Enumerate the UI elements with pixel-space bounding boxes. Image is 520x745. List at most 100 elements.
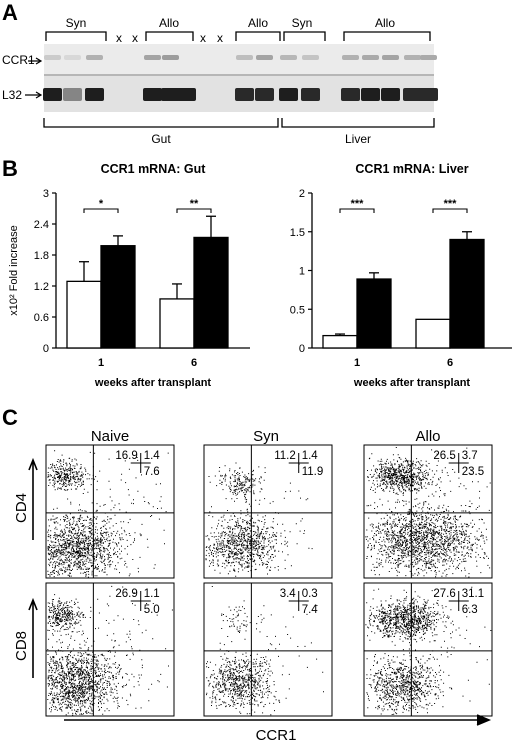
ccr1-band [280,55,297,60]
quadrant-value-lower-right: 7.6 [144,466,160,478]
flow-plot: 16.9 1.4 7.6 [45,444,175,579]
ccr1-band [236,55,253,60]
panel-label-a: A [2,0,18,25]
y-tick-label: 0 [43,343,49,355]
l32-band [381,88,400,101]
quadrant-value-upper-left: 26.9 [115,588,137,600]
significance-label: *** [444,198,458,210]
row-label-l32: L32 [2,88,22,102]
bar [159,298,195,349]
ccr1-band [362,55,379,60]
ccr1-band [256,55,273,60]
tissue-label-gut: Gut [151,132,171,146]
flow-dots [206,586,324,716]
bar-chart-liver: CCR1 mRNA: Liver 0 0.5 1 1.5 2 1 *** 6 *** weeks a… [290,162,512,389]
chart-title: CCR1 mRNA: Gut [101,162,207,176]
ccr1-band [44,55,61,60]
significance-bracket [339,208,375,213]
lane-bracket [235,31,281,41]
flow-plot: 26.5 3.7 23.5 [363,444,493,579]
flow-plot-frame [363,582,493,717]
lane-bracket [145,31,194,41]
x-axis-label: weeks after transplant [94,377,211,389]
quadrant-value-upper-right: 3.7 [462,450,478,462]
bar [449,238,485,349]
bar [415,318,451,349]
arrow-right-icon [64,714,492,726]
significance-label: *** [351,198,365,210]
l32-band [279,88,298,101]
lane-label: x [200,31,206,45]
flow-plot: 3.4 0.3 7.4 [203,582,333,717]
lane-label: x [132,31,138,45]
flow-xaxis-label: CCR1 [256,727,297,744]
quadrant-value-lower-right: 6.3 [462,604,478,616]
flow-plot-frame [203,444,333,579]
quadrant-value-upper-left: 26.5 [433,450,455,462]
ccr1-band [382,55,399,60]
lane-label: Syn [292,16,313,30]
quadrant-value-upper-right: 1.4 [144,450,161,462]
significance-bracket [176,208,212,213]
panel-label-b: B [2,156,18,181]
lane-label: x [116,31,122,45]
quadrant-value-upper-right: 0.3 [302,588,318,600]
significance-label: ** [190,198,199,210]
flow-dots [47,450,169,578]
ccr1-band [420,55,437,60]
y-tick-label: 0.5 [290,304,305,316]
y-tick-label: 1 [299,266,305,278]
quadrant-value-upper-right: 31.1 [462,588,484,600]
x-axis-label: weeks after transplant [353,377,470,389]
lane-bracket [45,31,107,41]
flow-row-label-cd8: CD8 [13,631,30,661]
bar-chart-gut: CCR1 mRNA: Gut 0 0.6 1.2 1.8 2.4 3 1 * 6 ** weeks a… [8,162,250,389]
l32-band [43,88,62,101]
y-axis-label: x10² Fold increase [8,225,20,316]
y-tick-label: 0 [299,343,305,355]
panel-label-c: C [2,405,18,430]
quadrant-value-upper-left: 16.9 [115,450,137,462]
y-tick-label: 3 [43,188,49,200]
ccr1-band [86,55,103,60]
l32-band [85,88,104,101]
x-tick-label: 1 [98,357,104,369]
quadrant-value-upper-right: 1.1 [144,588,160,600]
l32-band [63,88,82,101]
l32-band [235,88,254,101]
western-blot: Syn x x Allo x x Allo Syn Allo CCR1 L32 [2,16,438,146]
lane-label: Syn [66,16,87,30]
quadrant-value-lower-right: 11.9 [302,466,324,478]
significance-bracket [432,208,468,213]
l32-band [341,88,360,101]
bar [100,245,136,349]
y-tick-label: 1.8 [34,250,49,262]
significance-label: * [99,198,104,210]
l32-bands [43,88,438,101]
flow-column-header: Syn [253,428,279,445]
flow-cytometry-grid: 16.9 1.4 7.6 11.2 1.4 11.9 26.5 3.7 23.5 26.9 1.1 5… [45,444,493,717]
ccr1-band [404,55,421,60]
lane-bracket [343,31,431,41]
quadrant-value-lower-right: 5.0 [144,604,160,616]
y-tick-label: 1.5 [290,227,305,239]
x-tick-label: 6 [191,357,197,369]
tissue-bracket-gut [43,118,279,128]
y-tick-label: 1.2 [34,281,49,293]
quadrant-value-lower-right: 23.5 [462,466,484,478]
l32-band [361,88,380,101]
lane-bracket [283,31,326,41]
ccr1-band [162,55,179,60]
flow-plot: 11.2 1.4 11.9 [203,444,333,579]
ccr1-band [342,55,359,60]
row-label-ccr1: CCR1 [2,53,35,67]
x-tick-label: 1 [354,357,360,369]
lane-label: x [217,31,223,45]
ccr1-band [144,55,161,60]
lane-label: Allo [375,16,395,30]
chart-title: CCR1 mRNA: Liver [355,162,468,176]
flow-dots [365,447,491,578]
quadrant-value-upper-left: 27.6 [433,588,455,600]
quadrant-value-upper-left: 11.2 [274,450,296,462]
arrow-right-icon [25,91,43,99]
